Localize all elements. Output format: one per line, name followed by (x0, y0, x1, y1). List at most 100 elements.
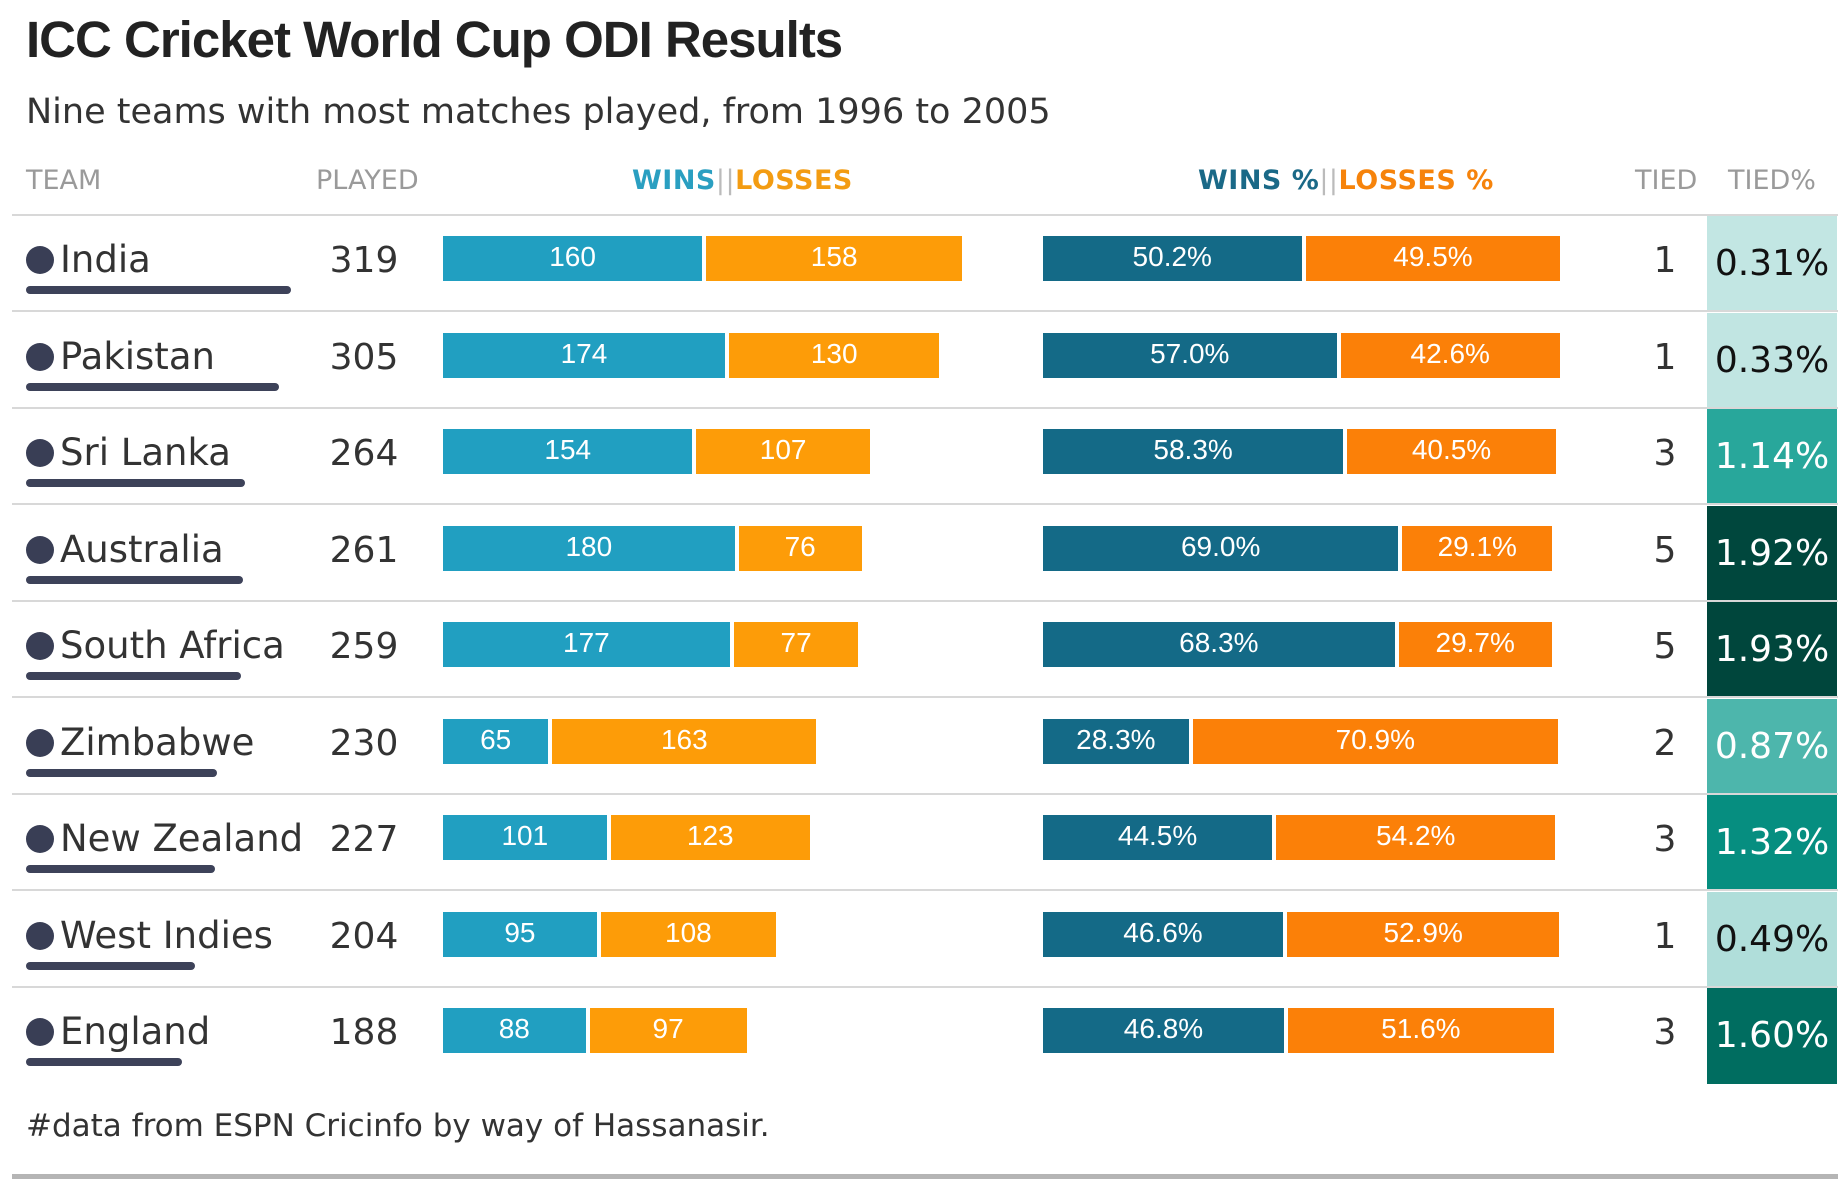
losses-bar: 130 (728, 332, 940, 378)
bottom-divider (12, 1174, 1838, 1179)
row-divider (12, 889, 1838, 891)
header-wins-losses-pct: WINS %||LOSSES % (1198, 165, 1494, 196)
table-row: Zimbabwe 230 65 163 28.3% 70.9% 2 0.87% (0, 698, 1847, 795)
played-value: 188 (329, 1012, 399, 1053)
played-value: 204 (329, 915, 399, 957)
header-losses-pct: LOSSES % (1338, 165, 1494, 196)
losses-bar: 163 (552, 718, 817, 764)
played-underline (26, 672, 241, 680)
losses-pct-bar: 40.5% (1347, 429, 1556, 474)
team-dot (26, 728, 54, 757)
team-dot (26, 1018, 54, 1046)
wins-bar: 174 (443, 332, 725, 378)
losses-pct-bar: 29.1% (1402, 525, 1553, 571)
team-name: India (60, 238, 151, 281)
wins-bar: 95 (443, 911, 597, 957)
wins-pct-bar: 69.0% (1043, 525, 1399, 571)
wins-pct-bar: 57.0% (1043, 332, 1337, 378)
wins-bar: 177 (443, 622, 730, 667)
chart-title: ICC Cricket World Cup ODI Results (26, 11, 843, 68)
wins-bar: 160 (443, 236, 703, 281)
wins-bar: 88 (443, 1008, 586, 1053)
wins-bar: 180 (443, 525, 735, 571)
header-losses: LOSSES (735, 165, 853, 196)
row-divider (12, 503, 1838, 505)
table-row: West Indies 204 95 108 46.6% 52.9% 1 0.49% (0, 891, 1847, 988)
tied-pct-cell: 1.32% (1707, 795, 1837, 891)
played-underline (26, 575, 243, 584)
table-row: India 319 160 158 50.2% 49.5% 1 0.31% (0, 216, 1847, 312)
header-tied-pct: TIED% (1728, 165, 1816, 196)
team-dot (26, 246, 54, 274)
losses-bar: 77 (733, 622, 859, 667)
losses-bar: 76 (738, 525, 862, 571)
tied-value: 2 (1653, 722, 1677, 764)
played-value: 264 (329, 433, 399, 474)
played-underline (26, 1058, 182, 1066)
losses-pct-bar: 51.6% (1288, 1008, 1554, 1053)
row-divider (12, 792, 1838, 795)
tied-value: 5 (1653, 529, 1677, 571)
losses-pct-bar: 54.2% (1276, 815, 1556, 860)
losses-bar: 108 (600, 911, 776, 957)
table-row: South Africa 259 177 77 68.3% 29.7% 5 1.93% (0, 602, 1847, 698)
losses-bar: 97 (589, 1008, 747, 1053)
team-name: Australia (60, 527, 224, 571)
losses-bar: 107 (696, 429, 870, 474)
tied-pct-cell: 0.87% (1707, 698, 1837, 795)
team-dot (26, 825, 54, 853)
wins-pct-bar: 44.5% (1043, 815, 1273, 860)
team-dot (26, 535, 54, 564)
table-row: Pakistan 305 174 130 57.0% 42.6% 1 0.33% (0, 312, 1847, 409)
tied-pct-cell: 1.60% (1707, 988, 1837, 1084)
header-wins: WINS (632, 165, 716, 196)
played-value: 227 (329, 819, 399, 860)
played-underline (26, 382, 279, 391)
team-dot (26, 439, 54, 467)
team-name: West Indies (60, 913, 273, 957)
wins-pct-bar: 28.3% (1043, 718, 1189, 764)
source-note: #data from ESPN Cricinfo by way of Hassa… (26, 1108, 770, 1144)
table-row: New Zealand 227 101 123 44.5% 54.2% 3 1.32% (0, 795, 1847, 891)
losses-bar: 158 (706, 236, 963, 281)
losses-bar: 123 (610, 815, 810, 860)
losses-pct-bar: 70.9% (1192, 718, 1558, 764)
header-played: PLAYED (316, 165, 419, 196)
chart-subtitle: Nine teams with most matches played, fro… (26, 92, 1051, 132)
row-divider (12, 985, 1838, 988)
team-name: Sri Lanka (60, 431, 231, 474)
played-underline (26, 479, 245, 487)
wins-pct-bar: 46.6% (1043, 911, 1283, 957)
losses-pct-bar: 52.9% (1286, 911, 1560, 957)
wins-pct-bar: 58.3% (1043, 429, 1344, 474)
tied-value: 1 (1653, 240, 1677, 281)
losses-pct-bar: 49.5% (1305, 236, 1561, 281)
tied-value: 3 (1653, 1012, 1677, 1053)
tied-value: 3 (1653, 819, 1677, 860)
played-underline (26, 961, 195, 970)
team-name: Pakistan (60, 334, 215, 378)
wins-pct-bar: 46.8% (1043, 1008, 1285, 1053)
team-dot (26, 632, 54, 660)
played-underline (26, 286, 291, 294)
team-name: New Zealand (60, 817, 304, 860)
header-tied: TIED (1635, 165, 1698, 196)
played-underline (26, 865, 215, 873)
tied-value: 5 (1653, 626, 1677, 667)
team-name: Zimbabwe (60, 720, 255, 764)
wins-bar: 154 (443, 429, 693, 474)
row-divider (12, 310, 1838, 312)
team-dot (26, 342, 54, 371)
tied-pct-cell: 1.93% (1707, 602, 1837, 698)
played-underline (26, 768, 217, 777)
row-divider (12, 599, 1838, 602)
played-value: 230 (329, 722, 399, 764)
wins-bar: 101 (443, 815, 607, 860)
played-value: 319 (329, 240, 399, 281)
header-team: TEAM (26, 165, 102, 196)
team-name: England (60, 1010, 211, 1053)
played-value: 259 (329, 626, 399, 667)
played-value: 261 (329, 529, 399, 571)
header-divider (12, 214, 1838, 216)
wins-pct-bar: 68.3% (1043, 622, 1395, 667)
